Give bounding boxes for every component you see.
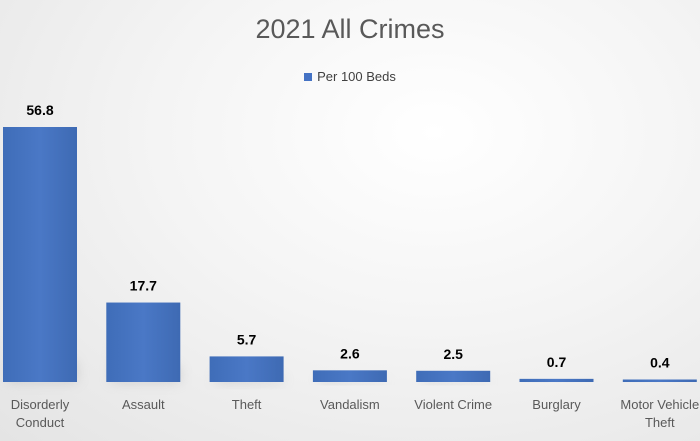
bar xyxy=(622,379,697,382)
category-label: Violent Crime xyxy=(414,397,492,412)
bar xyxy=(312,370,387,382)
category-label: Burglary xyxy=(532,397,581,412)
bar xyxy=(416,370,491,382)
bar-value-label: 56.8 xyxy=(26,102,53,118)
bar xyxy=(519,378,594,382)
bar-value-label: 0.7 xyxy=(547,354,567,370)
bar-value-label: 5.7 xyxy=(237,331,257,347)
legend-swatch xyxy=(304,73,313,81)
chart-title: 2021 All Crimes xyxy=(255,14,445,44)
bar-value-label: 2.6 xyxy=(340,345,360,361)
category-label: Assault xyxy=(122,397,165,412)
bar xyxy=(209,356,284,382)
category-label: Theft xyxy=(232,397,262,412)
bar xyxy=(106,302,181,382)
bar-value-label: 0.4 xyxy=(650,355,670,371)
legend-label: Per 100 Beds xyxy=(317,69,396,84)
category-label: Disorderly Conduct xyxy=(11,397,70,430)
bar-value-label: 2.5 xyxy=(443,346,463,362)
category-label: Vandalism xyxy=(320,397,380,412)
bar xyxy=(3,127,77,382)
category-label: Motor Vehicle Theft xyxy=(620,397,699,430)
legend: Per 100 Beds xyxy=(0,69,700,84)
bar-value-label: 17.7 xyxy=(130,278,157,294)
